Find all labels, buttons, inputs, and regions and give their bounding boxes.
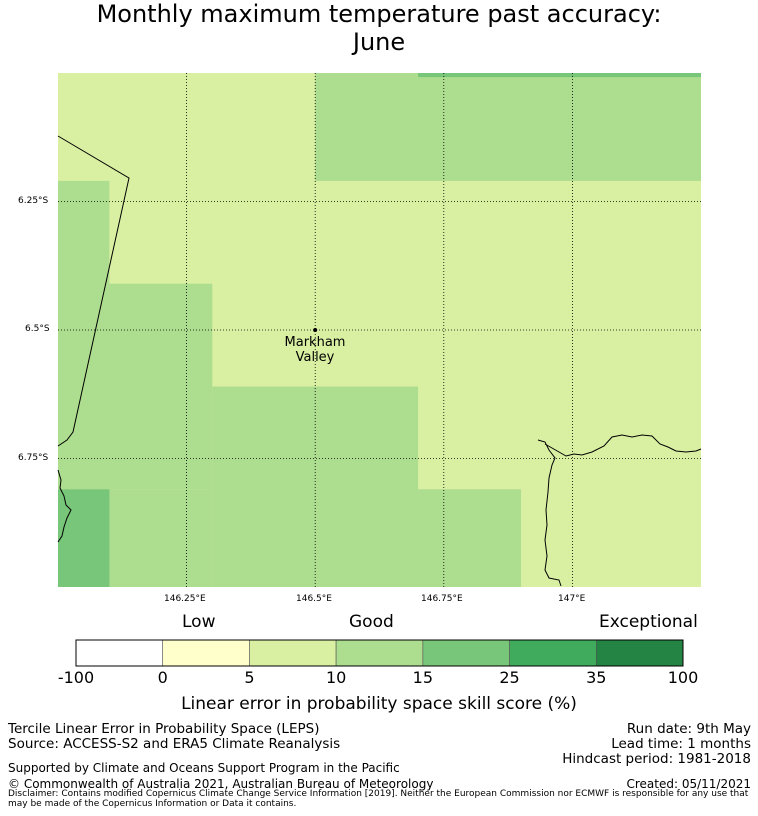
category-good: Good — [349, 612, 394, 632]
chart-title-line2: June — [352, 28, 406, 56]
coast-west — [57, 469, 72, 543]
lon-tick-3: 146.75°E — [421, 594, 463, 604]
copyright-text: © Commonwealth of Australia 2021, Austra… — [8, 777, 434, 791]
lead-time: Lead time: 1 months — [611, 736, 751, 752]
skill-cells — [58, 73, 701, 587]
colorbar-tick-5: 25 — [499, 668, 520, 687]
colorbar-bin-1 — [162, 639, 250, 667]
place-name-line1: Markham — [284, 335, 346, 350]
category-low: Low — [182, 612, 216, 632]
colorbar-tick-1: 0 — [157, 668, 168, 687]
lon-tick-4: 147°E — [558, 594, 586, 604]
colorbar-bin-6 — [595, 639, 684, 667]
hindcast-period: Hindcast period: 1981-2018 — [562, 751, 751, 767]
border-line — [57, 135, 130, 447]
lat-tick-2: 6.5°S — [25, 324, 50, 334]
run-date: Run date: 9th May — [626, 721, 751, 737]
colorbar-tick-6: 35 — [586, 668, 607, 687]
category-exceptional: Exceptional — [599, 612, 698, 632]
colorbar-bin-3 — [335, 639, 424, 667]
colorbar-bin-4 — [422, 639, 510, 667]
source-text: Source: ACCESS-S2 and ERA5 Climate Reana… — [8, 736, 341, 752]
colorbar-tick-4: 15 — [412, 668, 434, 687]
supported-text: Supported by Climate and Oceans Support … — [8, 761, 400, 775]
colorbar-bin-2 — [249, 639, 337, 667]
skill-cell-4 — [58, 283, 213, 490]
colorbar-bin-5 — [509, 639, 597, 667]
coastline — [57, 135, 702, 587]
method-text: Tercile Linear Error in Probability Spac… — [8, 721, 320, 737]
skill-cell-7 — [418, 489, 521, 587]
colorbar — [75, 639, 684, 667]
skill-cell-1 — [315, 73, 701, 181]
created-date: Created: 05/11/2021 — [626, 777, 751, 791]
colorbar-tick-0: -100 — [57, 668, 95, 687]
lat-tick-3: 6.75°S — [18, 453, 49, 463]
lon-tick-1: 146.25°E — [164, 594, 206, 604]
lat-tick-1: 6.25°S — [18, 196, 49, 206]
place-label: Markham Valley — [265, 335, 365, 365]
colorbar-label: Linear error in probability space skill … — [181, 694, 577, 714]
skill-cell-2 — [418, 73, 701, 78]
colorbar-tick-3: 10 — [325, 668, 347, 687]
colorbar-frame — [75, 639, 684, 667]
coast-east — [537, 434, 702, 587]
lon-tick-2: 146.5°E — [296, 594, 332, 604]
disclaimer-text: Disclaimer: Contains modified Copernicus… — [8, 789, 749, 809]
place-marker — [313, 328, 318, 332]
place-name-line2: Valley — [295, 350, 335, 365]
colorbar-tick-2: 5 — [244, 668, 255, 687]
colorbar-bin-0 — [75, 639, 163, 667]
chart-title-line1: Monthly maximum temperature past accurac… — [96, 0, 662, 28]
gridlines — [58, 73, 701, 587]
colorbar-tick-7: 100 — [667, 668, 699, 687]
